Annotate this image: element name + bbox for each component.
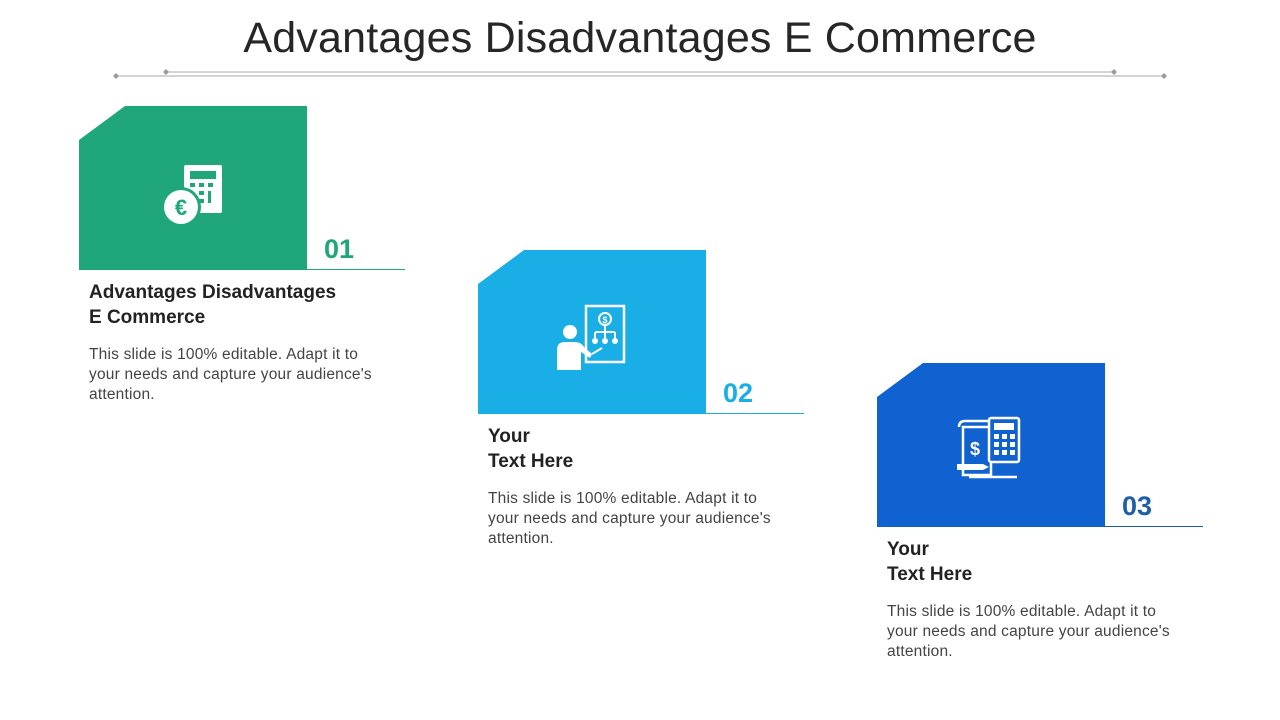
- card-heading: Advantages Disadvantages E Commerce: [89, 280, 389, 330]
- slide-title: Advantages Disadvantages E Commerce: [243, 14, 1037, 62]
- card-heading-line2: Text Here: [887, 564, 973, 585]
- card-baseline: [490, 413, 804, 414]
- card-heading-line2: Text Here: [488, 451, 574, 472]
- card-number: 01: [324, 234, 355, 264]
- svg-text:$: $: [602, 315, 607, 325]
- invoice-calculator-icon: $: [957, 416, 1021, 479]
- card-description: This slide is 100% editable. Adapt it to…: [89, 346, 372, 403]
- card-description: This slide is 100% editable. Adapt it to…: [488, 490, 771, 547]
- card-heading-line2: E Commerce: [89, 307, 206, 328]
- card-heading: Your Text Here: [887, 537, 1187, 587]
- card-heading: Your Text Here: [488, 424, 788, 474]
- svg-text:$: $: [970, 439, 980, 459]
- card-number: 02: [723, 378, 754, 408]
- svg-text:€: €: [175, 195, 187, 220]
- card-tile: $: [877, 363, 1105, 527]
- card-tile: $: [478, 250, 706, 414]
- card-heading-line1: Your: [488, 426, 530, 447]
- card-heading-line1: Your: [887, 539, 929, 560]
- card-tile: €: [79, 106, 307, 270]
- card-description: This slide is 100% editable. Adapt it to…: [887, 603, 1170, 660]
- calculator-euro-icon: €: [161, 165, 222, 227]
- title-divider: [113, 69, 1167, 79]
- card-baseline: [889, 526, 1203, 527]
- card-number: 03: [1122, 491, 1153, 521]
- card-heading-line1: Advantages Disadvantages: [89, 282, 337, 303]
- presentation-finance-icon: $: [557, 304, 626, 370]
- card-baseline: [91, 269, 405, 270]
